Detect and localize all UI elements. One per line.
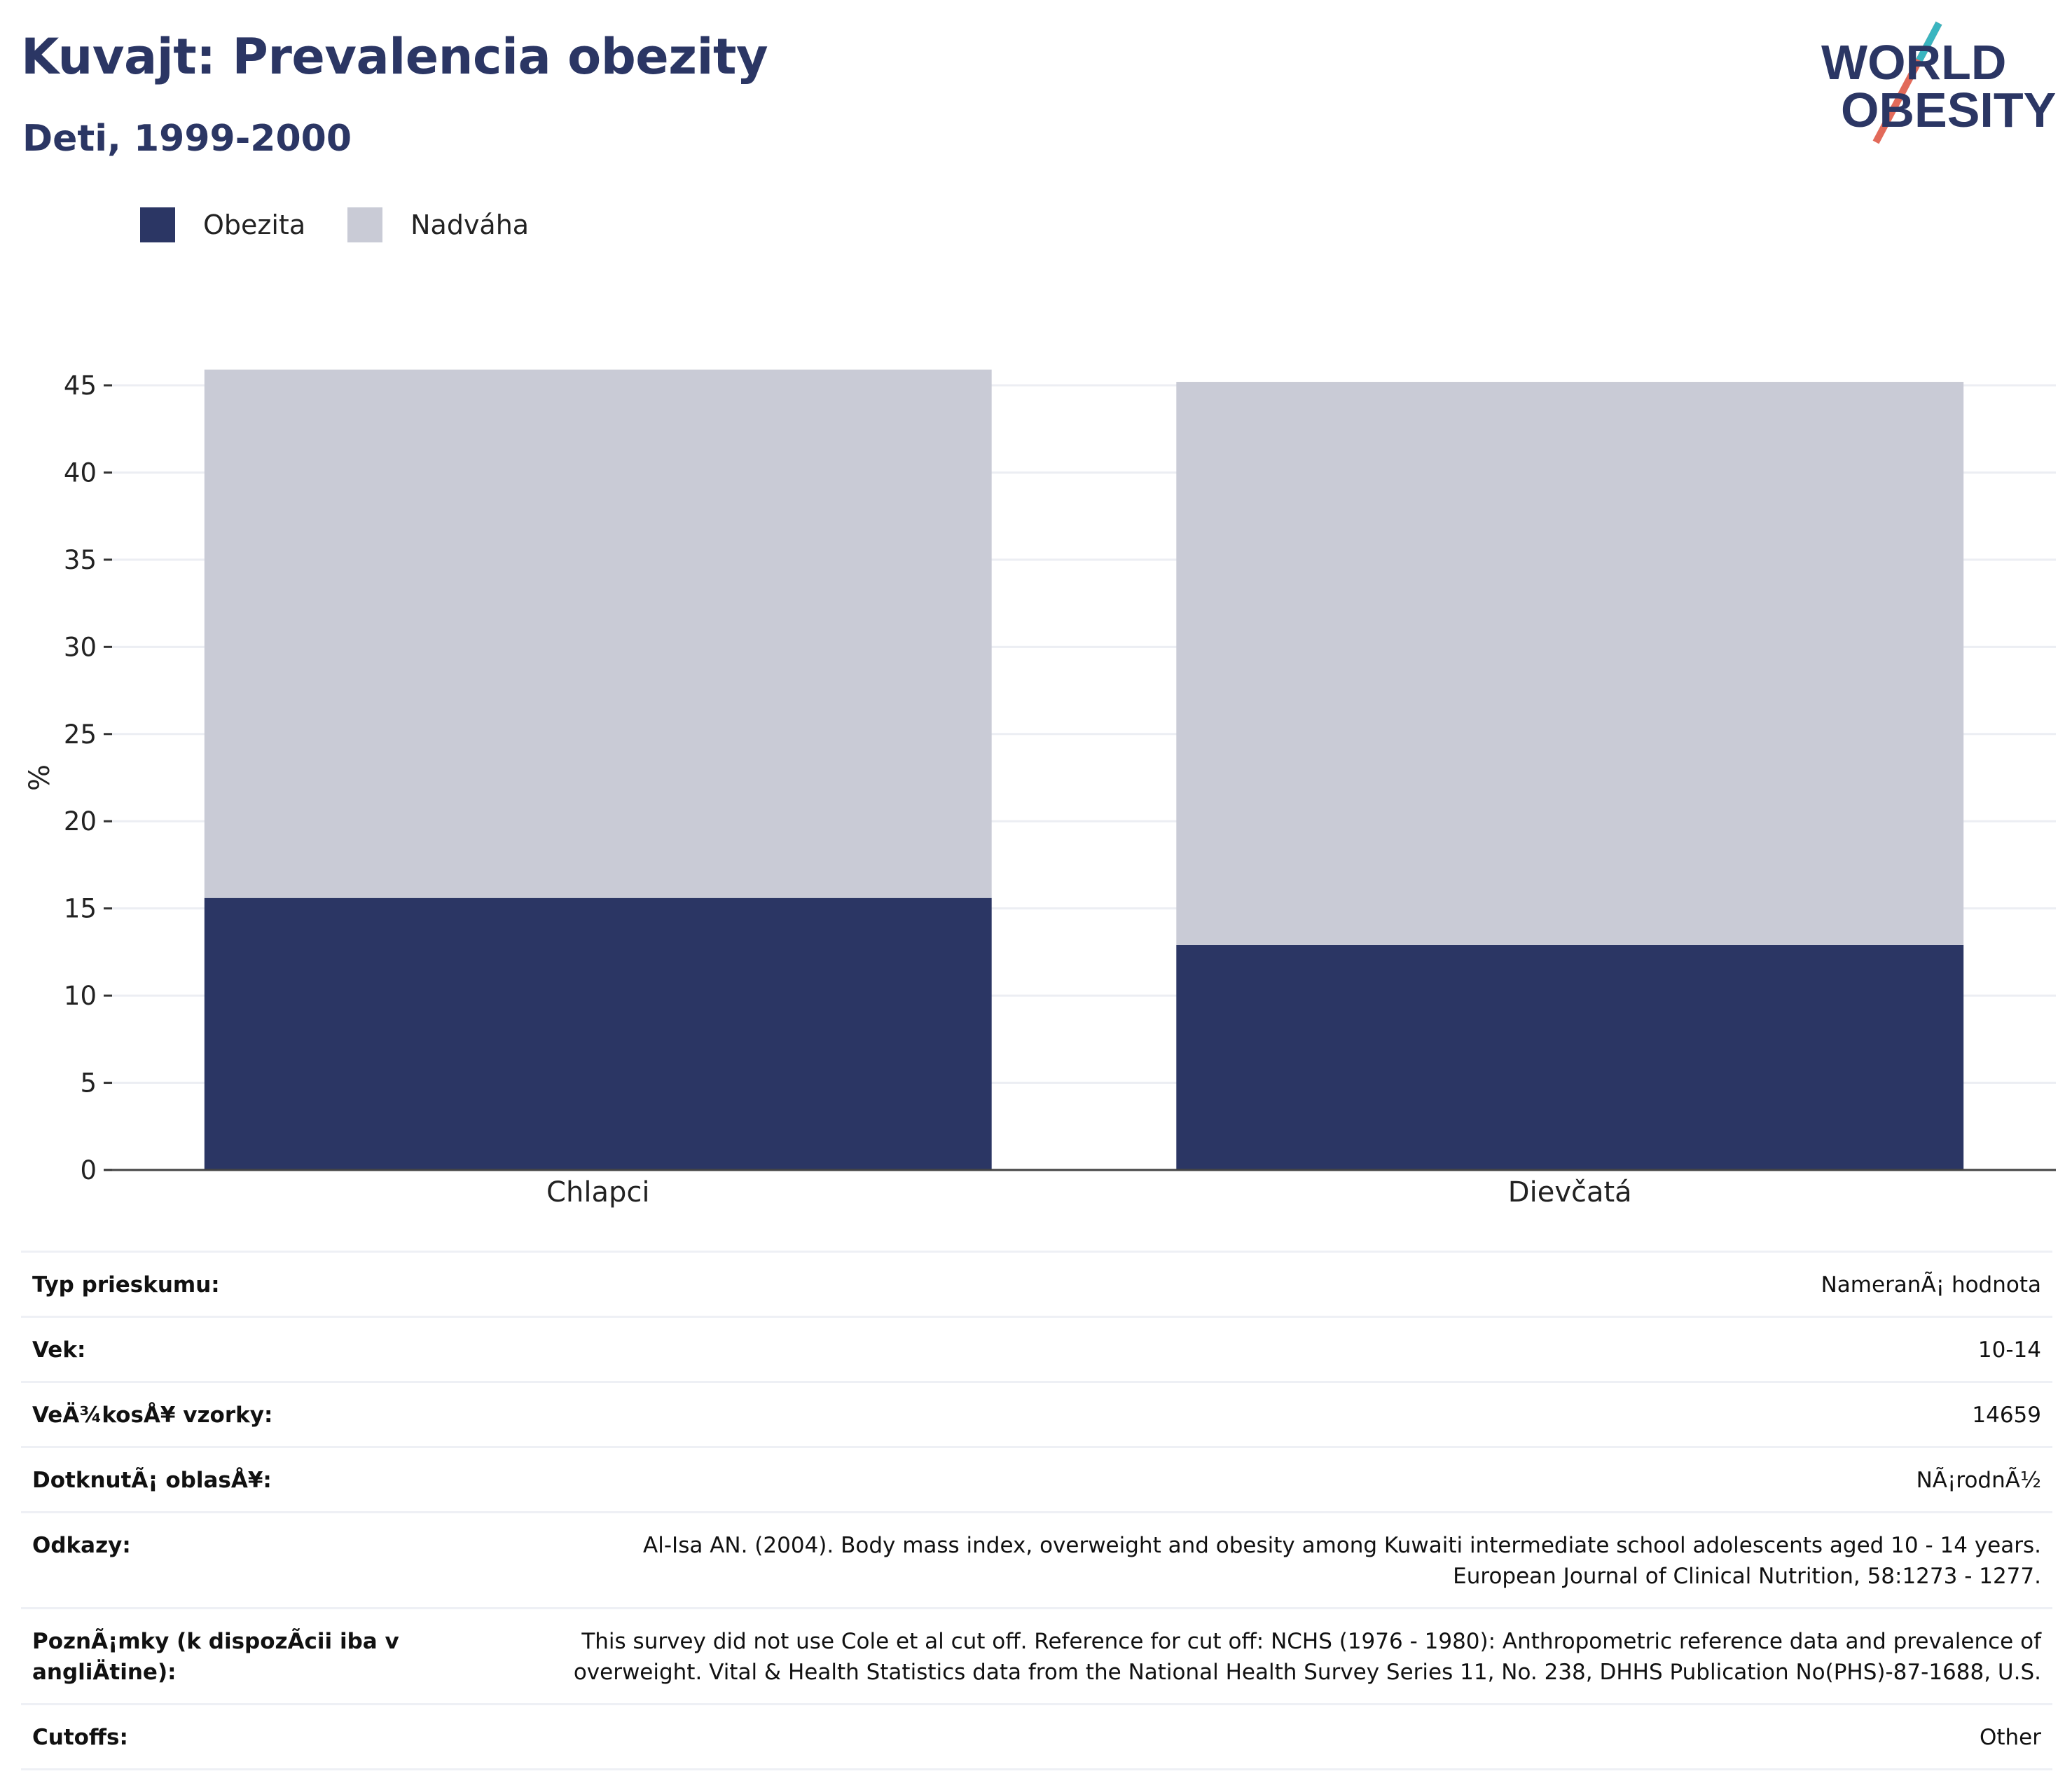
legend-label-overweight: Nadváha (410, 209, 530, 240)
info-key: VeÄ¾kosÅ¥ vzorky: (21, 1381, 548, 1447)
info-row: DotknutÃ¡ oblasÅ¥: NÃ¡rodnÃ½ (21, 1446, 2052, 1513)
page-title: Kuvajt: Prevalencia obezity (21, 28, 768, 85)
y-axis-label: % (24, 764, 56, 791)
legend-swatch-obesity (140, 207, 175, 242)
info-value: NameranÃ¡ hodnota (548, 1251, 2052, 1317)
info-row: Odkazy: Al-Isa AN. (2004). Body mass inde… (21, 1511, 2052, 1609)
legend-swatch-overweight (347, 207, 383, 242)
legend-item-obesity[interactable]: Obezita (140, 207, 305, 242)
info-key: Odkazy: (21, 1511, 548, 1609)
bar-segment (204, 897, 992, 1170)
bar-segment (204, 369, 992, 898)
logo-slash-teal (1916, 21, 1942, 62)
y-tick-label: 15 (64, 894, 97, 924)
info-value: 14659 (548, 1381, 2052, 1447)
info-key: Vek: (21, 1316, 548, 1382)
logo-line2: OBESITY (1841, 83, 2056, 137)
info-key: PoznÃ¡mky (k dispozÃ­cii iba v angliÄtin… (21, 1607, 548, 1705)
survey-info-table: Typ prieskumu: NameranÃ¡ hodnota Vek: 10-14… (21, 1251, 2052, 1770)
info-value: 10-14 (548, 1316, 2052, 1382)
x-tick-label: Dievčatá (1508, 1176, 1632, 1209)
y-tick-label: 35 (64, 545, 97, 575)
y-tick-label: 5 (80, 1068, 97, 1099)
x-tick-label: Chlapci (546, 1176, 649, 1209)
legend-item-overweight[interactable]: Nadváha (347, 207, 529, 242)
info-key: Typ prieskumu: (21, 1251, 548, 1317)
info-value: Al-Isa AN. (2004). Body mass index, over… (548, 1511, 2052, 1609)
bar-segment (1176, 944, 1964, 1170)
chart-legend: Obezita Nadváha (140, 207, 571, 242)
info-row: VeÄ¾kosÅ¥ vzorky: 14659 (21, 1381, 2052, 1447)
info-key: Cutoffs: (21, 1703, 548, 1770)
y-tick-label: 10 (64, 981, 97, 1011)
world-obesity-logo: WORLD OBESITY (1821, 21, 2056, 144)
info-row: PoznÃ¡mky (k dispozÃ­cii iba v angliÄtin… (21, 1607, 2052, 1705)
info-value: Other (548, 1703, 2052, 1770)
y-tick-label: 25 (64, 720, 97, 750)
info-row: Vek: 10-14 (21, 1316, 2052, 1382)
legend-label-obesity: Obezita (203, 209, 306, 240)
y-tick-label: 30 (64, 632, 97, 662)
info-row: Cutoffs: Other (21, 1703, 2052, 1770)
stacked-bar-chart: 0 5 10 15 20 25 30 35 40 45% Chlapci Dievčatá (24, 369, 2056, 1209)
page-subtitle: Deti, 1999-2000 (22, 118, 352, 160)
logo-line1: WORLD (1821, 35, 2006, 90)
y-tick-label: 20 (64, 806, 97, 837)
info-row: Typ prieskumu: NameranÃ¡ hodnota (21, 1251, 2052, 1317)
y-tick-label: 45 (64, 371, 97, 401)
y-tick-label: 40 (64, 457, 97, 488)
info-key: DotknutÃ¡ oblasÅ¥: (21, 1446, 548, 1513)
info-value: NÃ¡rodnÃ½ (548, 1446, 2052, 1513)
info-value: This survey did not use Cole et al cut o… (548, 1607, 2052, 1705)
bar-segment (1176, 382, 1964, 945)
y-tick-label: 0 (80, 1155, 97, 1185)
